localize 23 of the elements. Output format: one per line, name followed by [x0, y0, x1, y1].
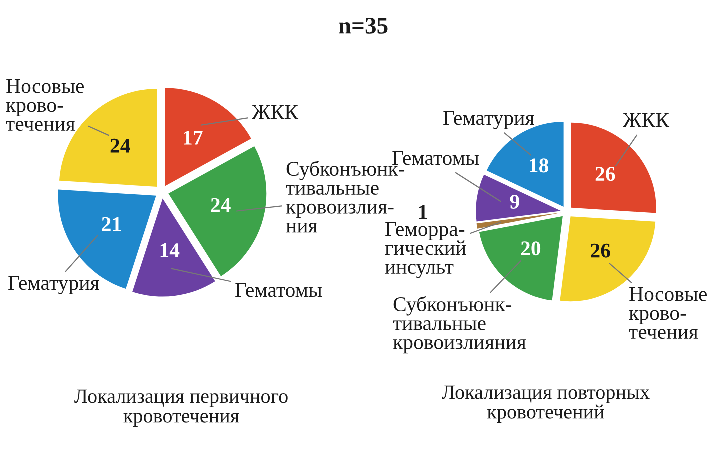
- slice-label: ЖКК: [623, 113, 670, 128]
- data-label: 24: [211, 198, 231, 212]
- slice-label: Гематурия: [444, 111, 534, 130]
- data-label: 26: [591, 244, 610, 258]
- data-label: 1: [419, 205, 428, 220]
- slice-label: ЖКК: [252, 105, 299, 120]
- text: Локализация повторных кровотечений: [442, 386, 650, 423]
- data-label: 24: [110, 138, 130, 153]
- slice-label: Носовые крово- течения: [6, 79, 84, 132]
- data-label: 26: [596, 167, 616, 182]
- data-label: 9: [510, 194, 520, 209]
- data-label: 18: [530, 158, 548, 173]
- slice-label: Субконъюнк- тивальные кровоизлияния: [393, 296, 526, 354]
- slice-label: Носовые крово- течения: [629, 287, 708, 340]
- data-label: 17: [184, 130, 203, 145]
- slice-label: Гематурия: [8, 276, 100, 294]
- data-label: 21: [102, 217, 122, 232]
- data-label: 14: [160, 244, 180, 258]
- text: Локализация первичного кровотечения: [74, 390, 288, 427]
- data-label: 20: [521, 242, 541, 256]
- text: n=35: [339, 18, 388, 34]
- slice-label: Геморра- гический инсульт: [385, 222, 466, 278]
- slice-label: Гематомы: [236, 283, 322, 298]
